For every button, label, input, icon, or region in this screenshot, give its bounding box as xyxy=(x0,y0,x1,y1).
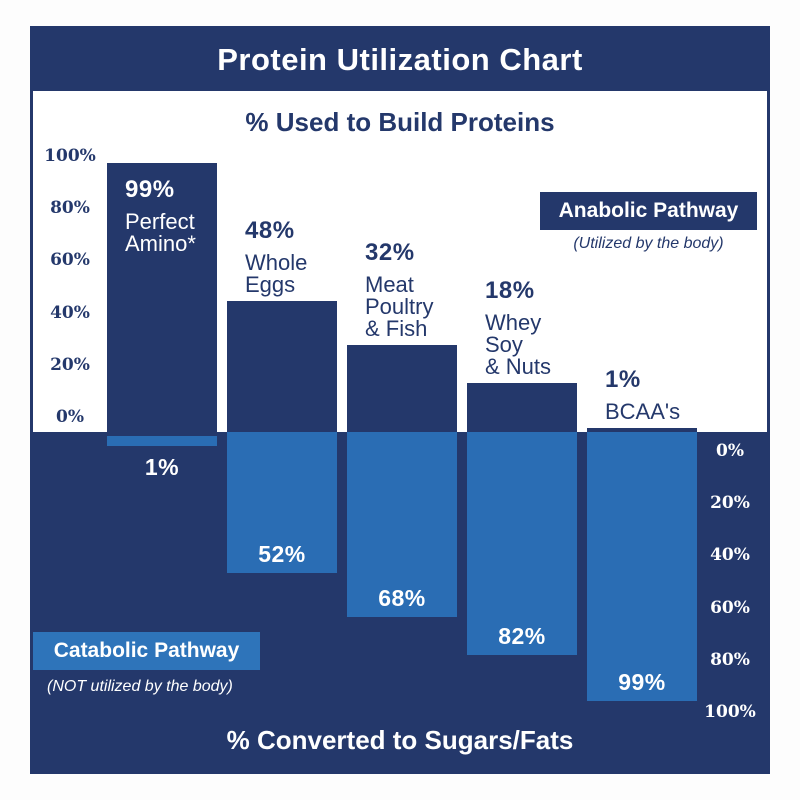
right-axis-tick: 60% xyxy=(710,598,750,618)
bar-category-label: Whey xyxy=(485,310,542,335)
bar-build-percent: 18% xyxy=(485,277,535,304)
right-axis-tick: 80% xyxy=(710,650,750,670)
bottom-plot-area: Catabolic Pathway (NOT utilized by the b… xyxy=(33,432,767,771)
bar-label-group: 48% Whole Eggs xyxy=(245,217,307,296)
bar-build-percent: 48% xyxy=(245,217,295,244)
bar-category-label: Eggs xyxy=(245,272,296,297)
bar-category-label: Whole xyxy=(245,250,308,275)
bar-build-percent: 32% xyxy=(365,239,415,266)
left-axis-tick: 80% xyxy=(50,198,90,218)
left-axis-tick: 100% xyxy=(44,146,96,166)
bottom-axis-title: % Converted to Sugars/Fats xyxy=(226,725,574,755)
anabolic-pathway-label: Anabolic Pathway xyxy=(558,199,739,222)
left-axis-tick: 20% xyxy=(50,355,90,375)
bar-category-label: Meat xyxy=(365,272,414,297)
anabolic-pathway-sublabel: (Utilized by the body) xyxy=(573,235,724,252)
build-bar xyxy=(467,383,577,432)
bar-category-label: Amino* xyxy=(125,231,196,256)
bar-label-group: 32% Meat Poultry & Fish xyxy=(365,239,433,340)
convert-bar xyxy=(587,432,697,701)
bar-convert-percent: 82% xyxy=(498,623,546,649)
chart-title: Protein Utilization Chart xyxy=(217,42,583,77)
bar-build-percent: 1% xyxy=(605,366,641,393)
right-axis-tick: 40% xyxy=(710,545,750,565)
catabolic-pathway-sublabel: (NOT utilized by the body) xyxy=(47,678,233,695)
top-axis-title: % Used to Build Proteins xyxy=(245,107,555,137)
convert-bar xyxy=(227,432,337,573)
catabolic-pathway-label: Catabolic Pathway xyxy=(53,639,240,662)
left-axis-tick: 40% xyxy=(50,303,90,323)
build-bar xyxy=(107,163,217,432)
build-bar xyxy=(347,345,457,432)
bar-convert-percent: 68% xyxy=(378,585,426,611)
convert-bar xyxy=(467,432,577,655)
bar-category-label: Soy xyxy=(485,332,523,357)
left-axis-tick: 60% xyxy=(50,250,90,270)
bar-convert-percent: 52% xyxy=(258,541,306,567)
chart-container: Protein Utilization Chart % Used to Buil… xyxy=(30,26,770,774)
bar-category-label: BCAA's xyxy=(605,399,681,424)
build-bar xyxy=(227,301,337,432)
build-bar xyxy=(587,428,697,432)
bar-label-group: 1% BCAA's xyxy=(605,366,680,423)
top-plot-area: % Used to Build Proteins Anabolic Pathwa… xyxy=(33,91,767,432)
bar-convert-percent: 1% xyxy=(144,454,180,480)
bar-build-percent: 99% xyxy=(125,176,175,203)
bar-convert-percent: 99% xyxy=(618,669,666,695)
right-axis-tick: 20% xyxy=(710,493,750,513)
right-axis-tick: 100% xyxy=(704,702,756,722)
catabolic-pathway-banner: Catabolic Pathway xyxy=(33,632,260,670)
bar-category-label: Perfect xyxy=(125,209,195,234)
anabolic-pathway-banner: Anabolic Pathway xyxy=(540,192,757,230)
bar-label-group: 18% Whey Soy & Nuts xyxy=(485,277,551,378)
convert-bar xyxy=(347,432,457,617)
bar-category-label: & Nuts xyxy=(485,354,552,379)
left-axis-tick: 0% xyxy=(56,407,84,427)
convert-bar xyxy=(107,436,217,446)
bar-category-label: & Fish xyxy=(365,316,428,341)
header-banner: Protein Utilization Chart xyxy=(33,29,767,91)
bar-label-group: 99% Perfect Amino* xyxy=(125,176,196,255)
right-axis-tick: 0% xyxy=(716,441,744,461)
bar-category-label: Poultry xyxy=(365,294,434,319)
